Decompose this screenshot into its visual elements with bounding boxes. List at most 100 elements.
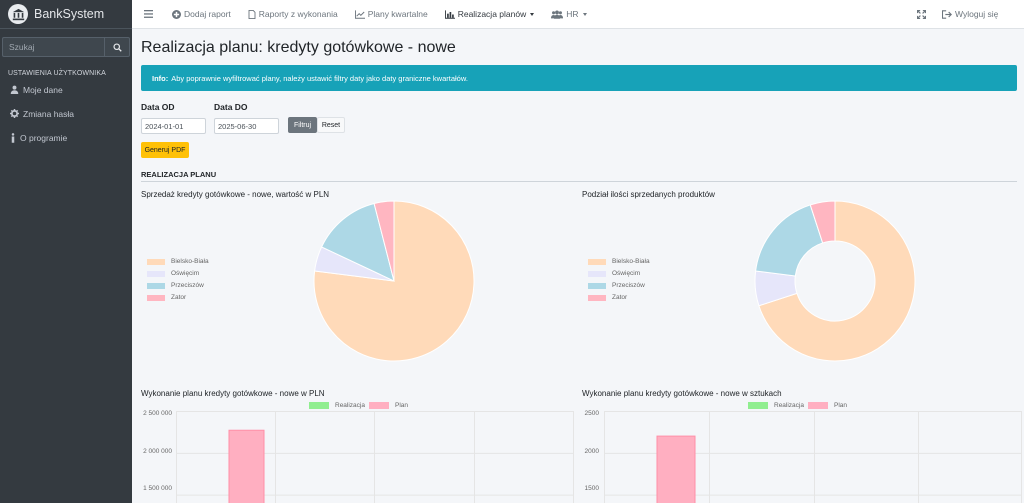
legend-item[interactable]: Przeciszów [588,282,645,289]
bar-chart-plan-count [604,411,1022,503]
legend-item[interactable]: Realizacja [748,402,804,409]
legend-item[interactable]: Plan [369,402,408,409]
fullscreen-button[interactable] [917,0,929,29]
nav-label: HR [566,9,579,19]
bank-logo-icon [8,4,28,24]
file-icon [248,9,256,19]
section-title: REALIZACJA PLANU [141,170,217,179]
filter-button[interactable]: Filtruj [288,117,317,133]
sidebar-item-label: Zmiana hasła [23,108,75,119]
chart-title: Sprzedaż kredyty gotówkowe - nowe, warto… [141,190,330,199]
reset-button[interactable]: Reset [317,117,345,133]
pie-slice-3[interactable] [809,200,836,244]
pie-slice-0[interactable] [758,200,916,362]
legend-item[interactable]: Przeciszów [147,282,204,289]
legend-label: Bielsko-Biała [171,258,209,265]
legend-label: Oświęcim [171,270,200,277]
legend-swatch [147,294,165,301]
legend-swatch [808,402,828,409]
y-tick-label: 2 000 000 [143,448,172,455]
bar-chart-plan-value [176,411,574,503]
info-icon [11,132,15,143]
legend-item[interactable]: Oświęcim [147,270,199,277]
nav-hr[interactable]: HR [551,0,587,29]
search-input[interactable] [2,37,104,57]
legend-swatch [588,270,606,277]
nav-label: Dodaj raport [184,9,231,19]
legend-item[interactable]: Oświęcim [588,270,640,277]
chevron-down-icon [582,12,587,16]
pie-slice-2[interactable] [320,202,395,282]
pie-slice-3[interactable] [373,200,395,282]
generate-pdf-button[interactable]: Generuj PDF [141,142,189,158]
legend-swatch [147,270,165,277]
page-title: Realizacja planu: kredyty gotówkowe - no… [141,39,456,56]
legend-item[interactable]: Plan [808,402,847,409]
sign-out-icon [942,9,952,19]
nav-plany-kwartalne[interactable]: Plany kwartalne [354,0,428,29]
top-navbar: Dodaj raport Raporty z wykonania Plany k… [132,0,1024,29]
gear-icon [10,109,19,118]
legend-swatch [588,294,606,301]
nav-raporty-z-wykonania[interactable]: Raporty z wykonania [248,0,338,29]
sidebar-search [2,37,130,57]
legend-item[interactable]: Bielsko-Biała [147,258,209,265]
main-content: Realizacja planu: kredyty gotówkowe - no… [132,29,1024,503]
legend-label: Plan [395,402,409,409]
search-button[interactable] [104,37,130,57]
sidebar-item-o-programie[interactable]: O programie [0,126,132,149]
menu-toggle-button[interactable] [144,0,156,29]
brand[interactable]: BankSystem [0,0,132,29]
bar-plan[interactable] [656,435,696,503]
sidebar-item-zmiana-hasla[interactable]: Zmiana hasła [0,102,132,125]
logout-button[interactable]: Wyloguj się [942,0,998,29]
pie-chart-sales-value [313,200,475,362]
plus-circle-icon [172,9,181,19]
sidebar-item-moje-dane[interactable]: Moje dane [0,78,132,101]
info-text: Aby poprawnie wyfiltrować plany, należy … [171,73,468,83]
legend-label: Przeciszów [171,282,204,289]
chart-title: Podział ilości sprzedanych produktów [582,190,715,199]
y-tick-label: 2500 [584,410,599,417]
nav-label: Plany kwartalne [367,9,428,19]
sidebar-item-label: O programie [20,132,68,143]
nav-label: Realizacja planów [457,9,527,19]
legend-swatch [588,282,606,289]
legend-swatch [147,258,165,265]
legend-label: Oświęcim [612,270,641,277]
bar-plan[interactable] [228,429,265,503]
legend-label: Bielsko-Biała [612,258,650,265]
section-divider [141,181,1017,182]
date-to-label: Data DO [214,102,248,112]
legend-item[interactable]: Realizacja [309,402,365,409]
logout-label: Wyloguj się [955,9,999,19]
legend-item[interactable]: Zator [588,294,627,301]
legend-swatch [147,282,165,289]
line-chart-icon [354,9,365,19]
expand-icon [917,9,926,19]
date-to-input[interactable] [214,118,279,134]
search-icon [112,42,122,52]
legend-swatch [748,402,768,409]
sidebar-item-label: Moje dane [23,84,63,95]
pie-slice-2[interactable] [755,204,824,277]
legend-label: Realizacja [774,402,804,409]
users-icon [551,10,564,19]
info-alert: Info: Aby poprawnie wyfiltrować plany, n… [141,65,1017,91]
hamburger-icon [144,10,153,18]
y-tick-label: 1500 [584,485,599,492]
date-from-input[interactable] [141,118,206,134]
legend-item[interactable]: Zator [147,294,186,301]
legend-swatch [588,258,606,265]
legend-label: Zator [171,294,187,301]
chevron-down-icon [530,12,535,16]
legend-label: Realizacja [335,402,365,409]
nav-dodaj-raport[interactable]: Dodaj raport [172,0,231,29]
legend-item[interactable]: Bielsko-Biała [588,258,650,265]
bar-chart-icon [444,9,455,19]
chart-title: Wykonanie planu kredyty gotówkowe - nowe… [141,389,325,398]
sidebar: BankSystem USTAWIENIA UŻYTKOWNIKA Moje d… [0,0,132,503]
legend-label: Przeciszów [612,282,645,289]
legend-swatch [309,402,329,409]
nav-realizacja-planow[interactable]: Realizacja planów [444,0,535,29]
